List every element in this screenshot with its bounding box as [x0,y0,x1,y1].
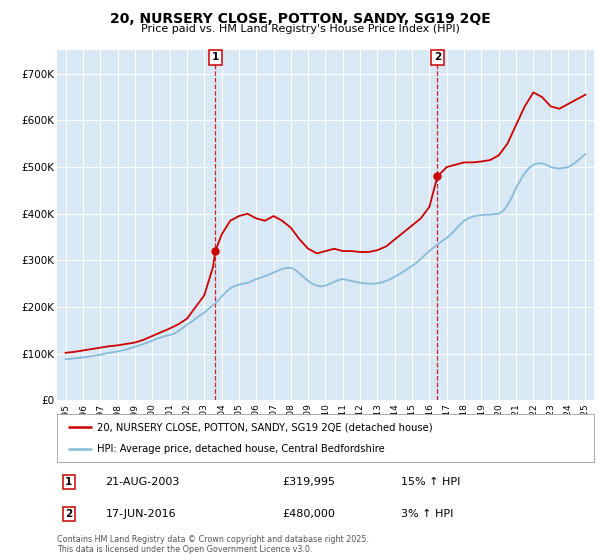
Text: Contains HM Land Registry data © Crown copyright and database right 2025.
This d: Contains HM Land Registry data © Crown c… [57,535,369,554]
Text: 1: 1 [65,477,73,487]
Text: 1: 1 [212,52,219,62]
Text: 15% ↑ HPI: 15% ↑ HPI [401,477,460,487]
Text: 20, NURSERY CLOSE, POTTON, SANDY, SG19 2QE (detached house): 20, NURSERY CLOSE, POTTON, SANDY, SG19 2… [97,422,433,432]
Text: 3% ↑ HPI: 3% ↑ HPI [401,509,453,519]
Text: HPI: Average price, detached house, Central Bedfordshire: HPI: Average price, detached house, Cent… [97,444,385,454]
Text: 20, NURSERY CLOSE, POTTON, SANDY, SG19 2QE: 20, NURSERY CLOSE, POTTON, SANDY, SG19 2… [110,12,490,26]
Text: £480,000: £480,000 [283,509,335,519]
Text: 21-AUG-2003: 21-AUG-2003 [106,477,180,487]
Text: 17-JUN-2016: 17-JUN-2016 [106,509,176,519]
Text: 2: 2 [65,509,73,519]
Text: Price paid vs. HM Land Registry's House Price Index (HPI): Price paid vs. HM Land Registry's House … [140,24,460,34]
Text: £319,995: £319,995 [283,477,335,487]
Text: 2: 2 [434,52,441,62]
